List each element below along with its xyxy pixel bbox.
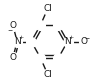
- Text: O: O: [9, 21, 16, 30]
- Text: Cl: Cl: [43, 4, 52, 13]
- Text: O: O: [80, 37, 87, 46]
- Text: N: N: [64, 37, 71, 46]
- Text: Cl: Cl: [43, 70, 52, 79]
- Text: N: N: [14, 37, 20, 46]
- Text: −: −: [7, 27, 12, 32]
- Text: −: −: [84, 35, 90, 40]
- Text: +: +: [18, 35, 23, 40]
- Text: O: O: [9, 53, 16, 62]
- Text: +: +: [68, 35, 74, 40]
